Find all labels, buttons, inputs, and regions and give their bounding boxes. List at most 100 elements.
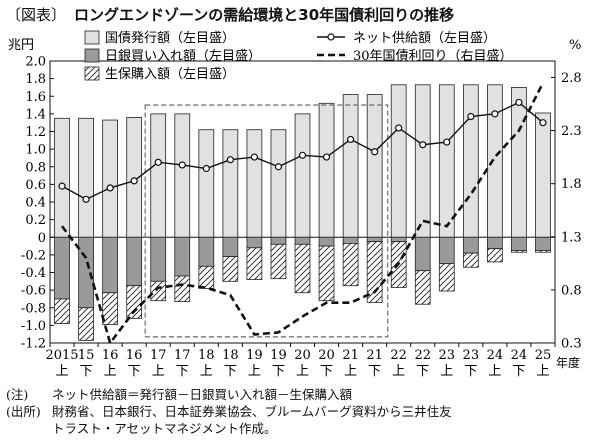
- x-half-label: 上: [536, 364, 549, 379]
- x-half-label: 上: [248, 364, 261, 379]
- life-insurer-bar: [270, 243, 287, 280]
- net-supply-point: [395, 124, 403, 132]
- x-year-label: 25: [535, 348, 552, 363]
- legend-label: 生保購入額（左目盛）: [105, 67, 235, 82]
- issuance-bar: [366, 94, 383, 238]
- legend-label: 国債発行額（左目盛）: [105, 31, 235, 46]
- issuance-bar: [198, 129, 215, 238]
- x-half-label: 上: [200, 364, 213, 379]
- right-tick-label: 0.8: [561, 283, 582, 298]
- boj-purchase-bar: [174, 236, 191, 277]
- legend-swatch: [84, 30, 100, 45]
- x-half-label: 上: [152, 364, 165, 379]
- life-insurer-bar: [54, 298, 70, 325]
- net-supply-point: [515, 98, 523, 107]
- boj-purchase-bar: [54, 236, 70, 300]
- x-year-label: 23: [463, 348, 480, 363]
- left-tick-label: 1.2: [25, 125, 46, 140]
- x-year-label: 23: [439, 348, 456, 363]
- issuance-bar: [102, 119, 118, 238]
- right-tick-label: 1.8: [561, 177, 582, 192]
- net-supply-point: [226, 156, 234, 164]
- x-year-label: 24: [487, 348, 504, 363]
- issuance-bar: [535, 112, 551, 238]
- net-supply-point: [419, 141, 427, 149]
- x-year-label: 18: [198, 348, 215, 363]
- legend-marker: [327, 33, 335, 41]
- issuance-bar: [270, 129, 287, 238]
- net-supply-point: [346, 135, 355, 144]
- figure-tag: 〔図表〕: [6, 6, 67, 24]
- source-label: (出所): [6, 404, 41, 419]
- x-year-label: 21: [342, 348, 359, 363]
- right-tick-label: 0.3: [561, 337, 582, 352]
- boj-purchase-bar: [438, 236, 455, 265]
- notes: (注) ネット供給額＝発行額－日銀買い入れ額－生保購入額 (出所) 財務省、日本銀行…: [6, 386, 452, 437]
- net-supply-point: [250, 153, 259, 161]
- boj-purchase-bar: [342, 236, 359, 244]
- legend-label: ネット供給額（左目盛）: [353, 31, 496, 46]
- life-insurer-bar: [222, 256, 239, 282]
- x-year-label: 16: [102, 348, 119, 363]
- life-insurer-bar: [246, 247, 263, 280]
- boj-purchase-bar: [487, 236, 503, 250]
- x-half-label: 下: [416, 364, 429, 379]
- x-year-label: 22: [390, 348, 407, 363]
- boj-purchase-bar: [511, 236, 527, 251]
- issuance-bar: [294, 113, 311, 238]
- right-tick-label: 1.3: [561, 230, 582, 245]
- issuance-bar: [390, 84, 407, 238]
- net-supply-point: [539, 119, 547, 127]
- x-year-label: 17: [150, 348, 167, 363]
- left-tick-label: -0.6: [21, 284, 46, 299]
- highlight-box: [144, 104, 389, 338]
- left-unit-label: 兆円: [8, 38, 34, 53]
- boj-purchase-bar: [414, 236, 431, 272]
- x-half-label: 下: [80, 364, 93, 379]
- left-tick-label: 1.6: [25, 90, 46, 105]
- x-half-label: 下: [368, 364, 381, 379]
- boj-purchase-bar: [535, 236, 551, 251]
- note-text: ネット供給額＝発行額－日銀買い入れ額－生保購入額: [52, 387, 353, 402]
- chart-title: 〔図表〕 ロングエンドゾーンの需給環境と30年国債利回りの推移: [6, 4, 454, 25]
- legend-label: 日銀買い入れ額（左目盛）: [105, 49, 261, 64]
- x-half-label: 上: [440, 364, 453, 379]
- x-half-label: 下: [128, 364, 141, 379]
- issuance-bar: [438, 84, 455, 238]
- x-year-label: 20: [294, 348, 311, 363]
- year-unit-label: 年度: [556, 355, 580, 370]
- issuance-bar: [462, 84, 479, 238]
- x-half-label: 下: [224, 364, 237, 379]
- life-insurer-bar: [150, 280, 167, 302]
- x-half-label: 下: [176, 364, 189, 379]
- left-tick-label: 2.0: [25, 55, 46, 70]
- x-year-label: 22: [414, 348, 431, 363]
- net-supply-point: [178, 161, 186, 169]
- title-text: ロングエンドゾーンの需給環境と30年国債利回りの推移: [74, 6, 455, 24]
- issuance-bar: [414, 84, 431, 238]
- legend-label: 30年国債利回り（右目盛）: [353, 49, 513, 64]
- life-insurer-bar: [318, 245, 335, 302]
- life-insurer-bar: [462, 252, 479, 268]
- left-tick-label: 1.8: [25, 72, 46, 87]
- left-tick-label: 1.4: [25, 107, 46, 122]
- life-insurer-bar: [294, 243, 311, 294]
- right-tick-label: 2.3: [561, 124, 582, 139]
- net-supply-point: [467, 112, 475, 121]
- left-tick-label: -0.8: [21, 301, 46, 316]
- issuance-bar: [246, 129, 263, 238]
- life-insurer-bar: [102, 292, 118, 325]
- boj-purchase-bar: [462, 236, 479, 254]
- right-tick-label: 2.8: [561, 71, 582, 86]
- x-year-label: 19: [270, 348, 287, 363]
- source-line: (出所) 財務省、日本銀行、日本証券業協会、ブルームバーグ資料から三井住友: [6, 403, 452, 420]
- life-insurer-bar: [174, 275, 191, 302]
- life-insurer-bar: [535, 250, 551, 253]
- boj-purchase-bar: [246, 236, 263, 249]
- net-supply-point: [106, 184, 114, 192]
- boj-purchase-bar: [366, 236, 383, 243]
- x-year-label: 21: [366, 348, 383, 363]
- left-tick-label: -0.2: [21, 248, 46, 263]
- left-tick-label: 1.0: [25, 143, 46, 158]
